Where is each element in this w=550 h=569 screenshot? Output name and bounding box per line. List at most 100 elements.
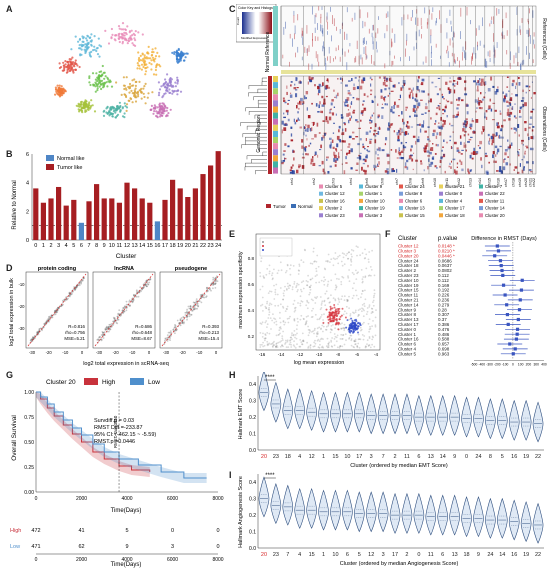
violin-ytick: 0.4: [249, 480, 256, 486]
f-estimate: [519, 288, 524, 292]
obs-cell: [520, 100, 524, 102]
umap-point: [150, 59, 153, 62]
e-point: [352, 294, 355, 297]
d-point: [48, 318, 51, 321]
e-point: [350, 264, 352, 266]
ref-cell: [365, 46, 367, 55]
e-point: [284, 285, 286, 288]
obs-cell: [446, 115, 448, 118]
e-point: [273, 317, 275, 320]
obs-cell: [517, 77, 520, 80]
f-estimate: [499, 264, 503, 268]
obs-cell: [393, 84, 396, 88]
f-row-cluster: Cluster 6: [398, 342, 417, 347]
umap-point: [106, 106, 109, 109]
obs-cluster-bar: [273, 130, 278, 137]
obs-cell: [282, 97, 285, 100]
obs-cell: [323, 102, 326, 105]
obs-cell: [524, 152, 526, 155]
e-point: [348, 318, 351, 321]
e-point: [300, 314, 303, 317]
umap-point: [142, 57, 145, 61]
d-point: [142, 287, 144, 289]
obs-cell: [375, 165, 377, 169]
signif-stars: ****: [265, 375, 275, 381]
d-point: [133, 294, 135, 297]
umap-point: [74, 59, 77, 62]
d-point: [191, 309, 193, 312]
obs-cell: [337, 92, 339, 97]
g-ytick: 1.00: [24, 390, 34, 396]
umap-point: [101, 73, 104, 76]
obs-cell: [352, 131, 355, 134]
umap-point: [78, 44, 81, 47]
violin-4: [294, 388, 306, 430]
umap-point: [117, 34, 120, 37]
violin-xtick: 9: [453, 454, 456, 460]
obs-cell: [338, 125, 341, 129]
e-point: [360, 293, 363, 295]
bar-cluster-20: [185, 197, 191, 240]
d-point: [120, 314, 122, 316]
observations-label: Observations (Cells): [541, 106, 547, 152]
obs-cell: [489, 98, 491, 102]
violin-2: [401, 492, 413, 534]
panel-label-i: I: [229, 470, 232, 480]
ref-cell: [392, 60, 394, 65]
obs-cell: [396, 104, 400, 108]
umap-point: [158, 112, 161, 115]
e-point: [308, 331, 311, 334]
e-point: [371, 249, 373, 252]
e-point: [268, 311, 271, 313]
e-point: [356, 345, 359, 348]
e-point: [343, 343, 346, 346]
obs-cell: [306, 128, 309, 132]
obs-cell: [388, 87, 391, 90]
umap-point: [125, 106, 129, 109]
umap-point: [158, 91, 161, 94]
ref-cell: [314, 36, 316, 42]
obs-cell: [397, 139, 400, 142]
ref-cell: [323, 46, 325, 56]
e-point: [371, 335, 374, 338]
e-point: [273, 268, 275, 271]
obs-cell: [470, 136, 473, 139]
e-point: [363, 302, 366, 305]
obs-cell: [304, 127, 306, 129]
obs-cell: [476, 89, 479, 92]
d-point: [172, 328, 175, 331]
e-point: [268, 342, 271, 345]
obs-cell: [526, 161, 529, 164]
bar-cluster-18: [170, 179, 176, 240]
e-point: [345, 305, 348, 308]
umap-point: [134, 87, 137, 90]
e-point: [265, 320, 268, 322]
umap-point: [64, 89, 67, 92]
obs-cell: [330, 108, 332, 111]
obs-cell: [370, 93, 372, 96]
obs-cell: [531, 108, 535, 111]
d-point: [174, 326, 176, 329]
violin-xtick: 7: [286, 552, 289, 558]
e-point: [265, 273, 268, 276]
ref-cell: [356, 40, 358, 50]
obs-cell: [336, 158, 339, 161]
e-point: [329, 301, 331, 303]
umap-point: [176, 60, 179, 63]
obs-cell: [336, 149, 338, 152]
obs-cell: [514, 103, 516, 105]
e-point: [351, 255, 353, 258]
bar-xtick: 9: [103, 243, 106, 249]
umap-point: [94, 81, 97, 84]
e-point: [363, 305, 366, 307]
ref-cell: [450, 20, 452, 25]
d-point: [195, 298, 198, 300]
obs-cell: [352, 138, 355, 140]
ref-cell: [518, 46, 520, 54]
e-point: [348, 280, 351, 283]
chrom-label: chr18: [512, 178, 516, 187]
h-ylabel: Hallmark EMT Score: [238, 389, 244, 440]
obs-cell: [322, 120, 325, 122]
e-point-blue: [352, 330, 355, 333]
d-point: [205, 296, 207, 299]
